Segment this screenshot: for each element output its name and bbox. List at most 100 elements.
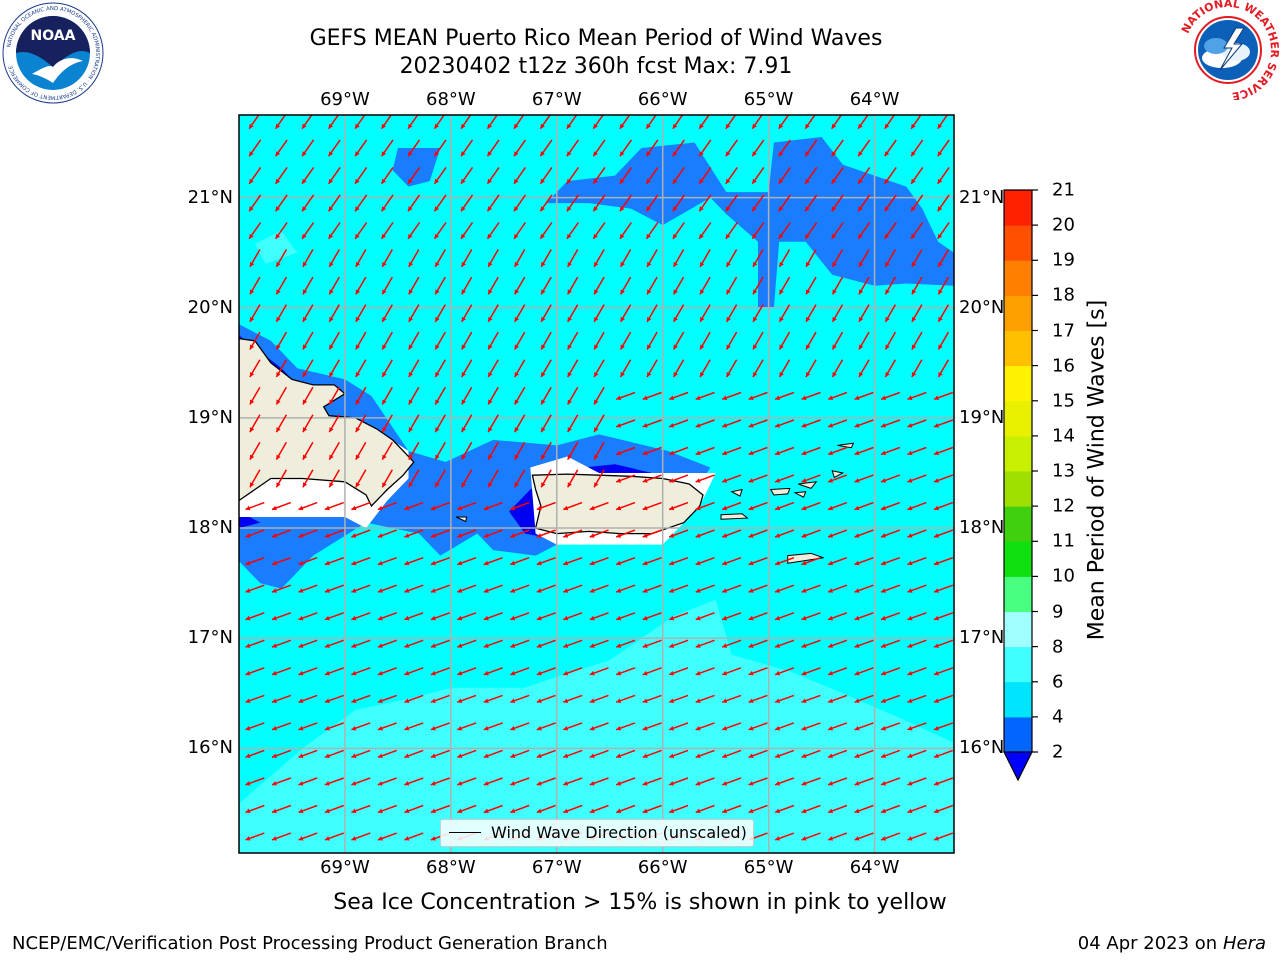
vector-arrow-head: [351, 670, 357, 676]
vector-arrow-head: [775, 643, 781, 648]
vector-arrow-head: [382, 289, 387, 295]
vector-arrow-head: [536, 670, 542, 676]
colorbar-title: Mean Period of Wind Waves [s]: [1084, 299, 1110, 641]
vector-arrow-head: [483, 643, 489, 648]
vector-arrow-head: [934, 643, 939, 648]
vector-arrow-head: [566, 178, 572, 184]
vector-arrow-head: [616, 753, 622, 758]
vector-arrow-head: [806, 289, 811, 295]
lat-tick-right: 19°N: [959, 406, 1005, 428]
vector-arrow-head: [642, 560, 648, 566]
land-island: [720, 513, 749, 520]
vector-arrow-head: [541, 344, 546, 350]
vector-arrow-head: [616, 395, 622, 401]
vector-arrow-head: [430, 726, 436, 731]
vector-arrow-head: [408, 482, 413, 488]
vector-arrow-head: [510, 726, 516, 731]
vector-arrow-head: [646, 178, 651, 184]
vector-arrow-head: [616, 450, 622, 456]
vector-arrow-head: [408, 123, 413, 129]
colorbar-tick-label: 4: [1052, 706, 1064, 728]
vector-arrow-head: [245, 533, 251, 538]
vector-arrow-head: [642, 478, 648, 483]
colorbar-tick-label: 10: [1052, 565, 1075, 587]
vector-arrow-head: [510, 560, 516, 566]
vector-arrow-head: [514, 454, 519, 460]
vector-arrow-head: [536, 808, 542, 814]
vector-arrow-head: [275, 178, 281, 184]
vector-arrow-head: [461, 399, 466, 405]
vector-arrow-head: [355, 427, 361, 433]
vector-arrow-head: [355, 233, 360, 239]
lon-tick-bottom: 69°W: [320, 857, 370, 878]
vector-arrow-head: [351, 836, 357, 841]
vector-arrow-head: [430, 615, 436, 621]
vector-arrow-head: [854, 808, 860, 814]
lat-tick-left: 18°N: [187, 517, 233, 539]
vector-arrow-head: [377, 560, 383, 566]
vector-arrow-head: [753, 261, 758, 267]
vector-arrow-head: [249, 427, 255, 433]
vector-arrow-head: [351, 505, 357, 511]
lat-tick-right: 16°N: [959, 737, 1005, 759]
vector-arrow-head: [934, 505, 939, 511]
vector-arrow-head: [483, 588, 489, 593]
vector-arrow-head: [722, 615, 728, 621]
vector-arrow-head: [911, 233, 916, 239]
vector-arrow-head: [753, 289, 758, 295]
colorbar-tick-label: 11: [1052, 530, 1075, 552]
vector-arrow-head: [381, 151, 386, 157]
vector-arrow-head: [854, 560, 860, 566]
vector-arrow-head: [828, 808, 833, 814]
vector-arrow-head: [722, 560, 728, 566]
vector-arrow-head: [408, 261, 413, 267]
vector-arrow-head: [911, 151, 916, 157]
vector-arrow-head: [461, 427, 466, 433]
vector-arrow-head: [434, 151, 439, 157]
vector-arrow-head: [329, 261, 334, 267]
vector-arrow-head: [669, 753, 675, 758]
vector-arrow-head: [885, 372, 890, 377]
colorbar-tick-label: 2: [1052, 741, 1064, 763]
vector-arrow-head: [881, 781, 886, 786]
vector-arrow-head: [377, 698, 383, 703]
vector-arrow-head: [619, 178, 625, 184]
vector-arrow-head: [249, 372, 255, 377]
vector-arrow-head: [329, 372, 334, 377]
vector-arrow-head: [457, 533, 463, 538]
lon-tick-bottom: 64°W: [849, 857, 900, 878]
vector-arrow-head: [752, 233, 757, 239]
vector-arrow-head: [435, 316, 440, 322]
vector-arrow-head: [404, 753, 410, 758]
vector-arrow-head: [828, 478, 833, 483]
vector-arrow-head: [775, 836, 781, 841]
vector-arrow-head: [589, 505, 595, 511]
vector-arrow-head: [858, 206, 863, 212]
vector-arrow-head: [934, 781, 939, 786]
vector-arrow-head: [245, 808, 251, 814]
vector-arrow-head: [725, 233, 731, 239]
vector-arrow-head: [748, 423, 754, 428]
vector-arrow-head: [726, 344, 731, 350]
lon-tick-top: 68°W: [425, 89, 476, 110]
vector-arrow-head: [567, 399, 572, 405]
vector-arrow-head: [536, 726, 542, 731]
vector-arrow-head: [725, 151, 731, 157]
vector-arrow-head: [298, 643, 304, 648]
vector-arrow-head: [563, 533, 569, 538]
vector-arrow-head: [725, 123, 731, 129]
vector-arrow-head: [510, 781, 516, 786]
vector-arrow-head: [408, 233, 413, 239]
vector-arrow-head: [616, 560, 622, 566]
vector-arrow-head: [801, 698, 807, 703]
vector-arrow-head: [461, 289, 466, 295]
colorbar-tick-label: 20: [1052, 214, 1075, 236]
vector-arrow-head: [536, 643, 542, 648]
vector-arrow-head: [457, 753, 463, 758]
vector-arrow-head: [907, 588, 913, 593]
vector-arrow-head: [408, 289, 413, 295]
vector-arrow-head: [567, 372, 572, 377]
colorbar-segment: [1004, 506, 1032, 542]
vector-arrow-head: [563, 726, 569, 731]
vector-arrow-head: [673, 316, 678, 322]
